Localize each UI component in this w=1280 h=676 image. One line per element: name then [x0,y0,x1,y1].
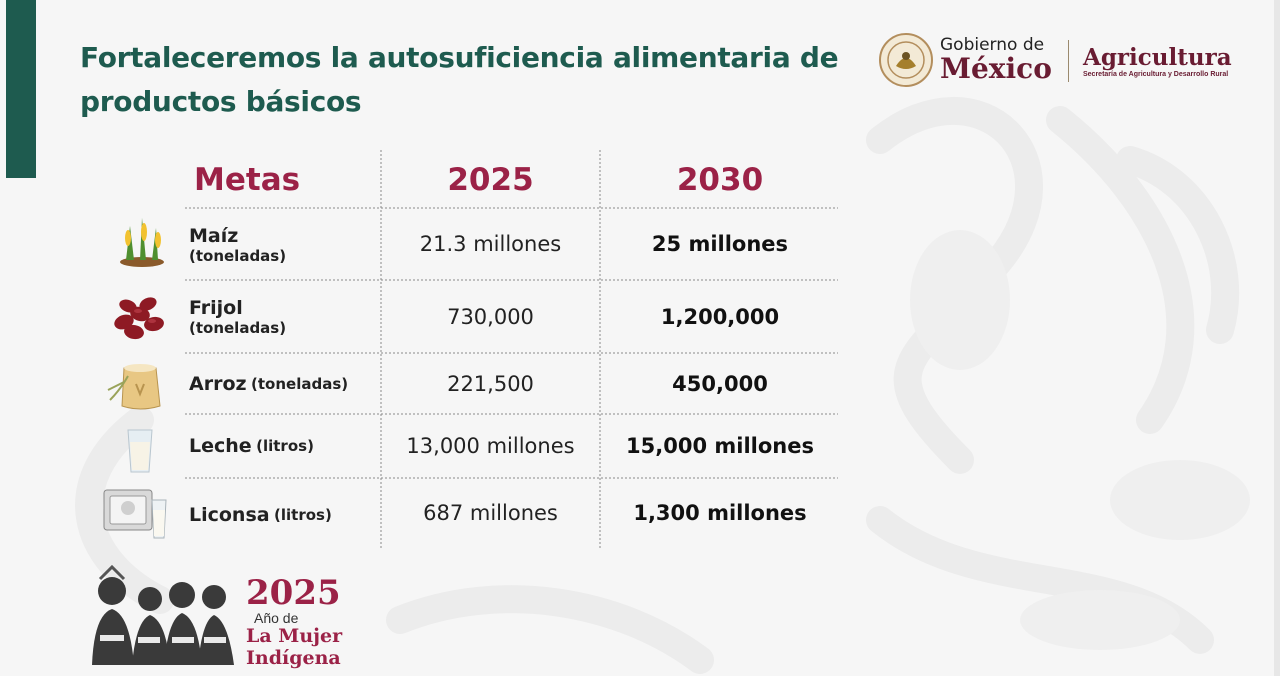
year-line3: Indígena [246,647,341,669]
row-unit: (litros) [274,506,332,524]
row-label: Liconsa [189,504,270,526]
row-label: Arroz [189,372,247,395]
header-2025: 2025 [447,162,534,198]
row-maiz-2030: 25 millones [651,232,789,256]
row-frijol-label: Frijol (toneladas) [189,290,286,344]
beans-icon [114,297,164,340]
year-logo: 2025 Año de La Mujer Indígena [78,565,358,670]
row-unit: (toneladas) [189,319,287,337]
liconsa-milk-icon [103,489,167,539]
slide-edge [1274,0,1280,676]
row-frijol-2025: 730,000 [447,304,534,329]
row-label: Leche [189,435,252,457]
header-2030: 2030 [676,162,764,198]
row-arroz-2030: 450,000 [672,371,768,396]
year-line2: La Mujer [246,625,343,647]
agricultura-label: Agricultura [1083,44,1232,71]
slide-title-line2: productos básicos [80,85,362,118]
row-leche-2025: 13,000 millones [406,434,575,458]
row-liconsa-2025: 687 millones [423,501,558,525]
slide-title: Fortaleceremos la autosuficiencia alimen… [80,36,840,124]
secretaria-label: Secretaría de Agricultura y Desarrollo R… [1083,71,1229,78]
slide-title-line1: Fortaleceremos la autosuficiencia alimen… [80,41,839,74]
row-leche-label: Leche (litros) [189,414,314,478]
row-frijol-2030: 1,200,000 [660,304,780,329]
row-arroz-label: Arroz (toneladas) [189,353,348,414]
row-unit: (toneladas) [251,374,349,393]
rice-sack-icon [107,364,161,410]
milk-glass-icon [127,429,153,473]
row-arroz-2025: 221,500 [447,371,534,396]
mexico-label: México [940,52,1052,85]
row-label: Frijol [189,297,243,319]
row-maiz-label: Maíz (toneladas) [189,218,286,272]
logo-divider [1068,40,1069,82]
row-leche-2030: 15,000 millones [626,434,814,458]
government-logo: Gobierno de México Agricultura Secretarí… [878,30,1238,90]
row-liconsa-2030: 1,300 millones [633,501,807,525]
row-maiz-2025: 21.3 millones [419,232,562,256]
gobierno-label: Gobierno de [940,35,1045,55]
year-line1: Año de [254,610,299,626]
accent-bar [6,0,36,178]
row-label: Maíz [189,225,239,247]
row-liconsa-label: Liconsa (litros) [189,482,332,548]
header-metas: Metas [194,162,301,198]
row-unit: (toneladas) [189,247,287,265]
indigenous-women-illustration-icon [92,565,234,665]
year-number: 2025 [246,573,341,613]
national-seal-icon [879,33,933,87]
row-unit: (litros) [256,437,314,455]
corn-icon [120,218,164,267]
